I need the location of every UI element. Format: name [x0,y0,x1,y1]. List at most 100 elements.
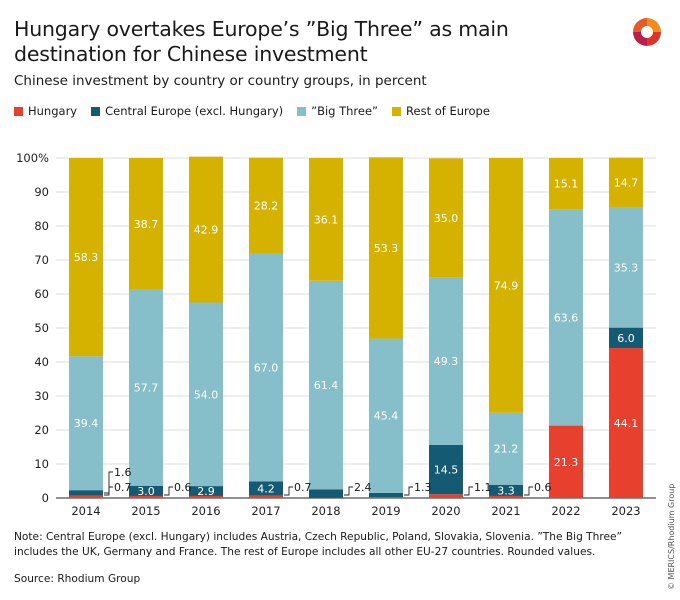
legend-swatch [392,106,402,116]
data-label: 67.0 [254,361,279,374]
chart-source: Source: Rhodium Group [14,573,141,585]
y-tick-label: 0 [42,491,49,505]
callout-leader [284,486,293,496]
bar-segment [369,338,403,493]
data-label: 53.3 [374,242,399,255]
callout-label: 1.3 [414,481,432,494]
data-label: 36.1 [314,213,339,226]
bar-segment [129,289,163,486]
bar-segment [69,495,103,498]
callout-leader [344,486,353,496]
bar-segment [489,412,523,485]
data-label: 35.0 [434,212,459,225]
bar-segment [609,348,643,498]
x-tick-label: 2017 [251,504,280,518]
y-tick-label: 100% [16,151,49,165]
bar-segment [249,253,283,482]
y-tick-label: 40 [34,355,49,369]
data-label: 58.3 [74,251,99,264]
legend-swatch [14,106,23,116]
data-label: 42.9 [194,224,219,237]
bar-segment [129,158,163,290]
y-tick-label: 10 [34,457,49,471]
bar-segment [489,484,523,496]
data-label: 3.3 [497,484,515,497]
y-tick-label: 30 [34,389,49,403]
data-label: 63.6 [554,311,579,324]
data-label: 35.3 [614,262,639,275]
bar-segment [249,481,283,496]
data-label: 4.2 [257,482,275,495]
data-label: 45.4 [374,410,399,423]
data-label: 14.7 [614,177,639,190]
data-label: 54.0 [194,388,219,401]
bar-segment [309,280,343,490]
data-label: 61.4 [314,379,339,392]
callout-leader [524,486,533,496]
data-label: 21.2 [494,443,519,456]
x-tick-label: 2015 [131,504,160,518]
legend-item-big-three: ”Big Three” [297,104,378,118]
callout-label: 0.7 [294,481,312,494]
callout-label: 2.4 [354,481,372,494]
legend-label: Central Europe (excl. Hungary) [105,104,284,118]
legend-swatch [91,106,101,116]
bar-segment [189,486,223,496]
x-tick-label: 2018 [311,504,340,518]
legend-item-rest-of-europe: Rest of Europe [392,104,490,118]
legend-label: Rest of Europe [406,104,490,118]
chart-title: Hungary overtakes Europe’s ”Big Three” a… [14,17,509,66]
callout-label: 1.6 [114,466,132,479]
data-label: 38.7 [134,218,159,231]
bar-segment [549,209,583,426]
y-tick-label: 90 [34,185,49,199]
legend-label: ”Big Three” [311,104,379,118]
callout-leader [104,471,113,496]
x-tick-label: 2021 [491,504,520,518]
bar-segment [609,207,643,328]
bar-segment [249,157,283,254]
callout-leader [464,486,473,496]
legend-item-central-europe: Central Europe (excl. Hungary) [91,104,283,118]
data-label: 44.1 [614,417,639,430]
bar-segment [549,158,583,210]
data-label: 6.0 [617,332,635,345]
x-tick-label: 2014 [71,504,100,518]
chart-legend: Hungary Central Europe (excl. Hungary) ”… [14,104,504,118]
data-label: 2.9 [197,485,215,498]
chart-subtitle: Chinese investment by country or country… [14,73,427,89]
data-label: 3.0 [137,485,155,498]
callout-label: 0.6 [174,481,192,494]
data-label: 15.1 [554,178,579,191]
bar-segment [489,495,523,498]
callout-label: 0.6 [534,481,552,494]
x-tick-label: 2020 [431,504,460,518]
bar-segment [429,158,463,278]
bar-segment [369,157,403,339]
y-tick-label: 70 [34,253,49,267]
x-tick-label: 2023 [611,504,640,518]
bar-segment [549,425,583,498]
chart-note: Note: Central Europe (excl. Hungary) inc… [14,531,623,558]
bar-segment [189,156,223,303]
bar-segment [429,494,463,498]
y-tick-label: 60 [34,287,49,301]
data-label: 21.3 [554,456,579,469]
callout-label: 1.1 [474,481,492,494]
x-tick-label: 2016 [191,504,220,518]
callout-leader [104,486,113,494]
x-tick-label: 2019 [371,504,400,518]
bar-segment [429,277,463,445]
bar-segment [309,489,343,498]
bar-segment [249,495,283,498]
bar-segment [129,485,163,496]
callout-label: 0.7 [114,481,132,494]
y-tick-label: 20 [34,423,49,437]
legend-item-hungary: Hungary [14,104,77,118]
bar-segment [489,158,523,413]
merics-logo-icon [633,18,661,46]
bar-segment [309,158,343,281]
data-label: 49.3 [434,355,459,368]
data-label: 57.7 [134,382,159,395]
data-label: 14.5 [434,464,459,477]
